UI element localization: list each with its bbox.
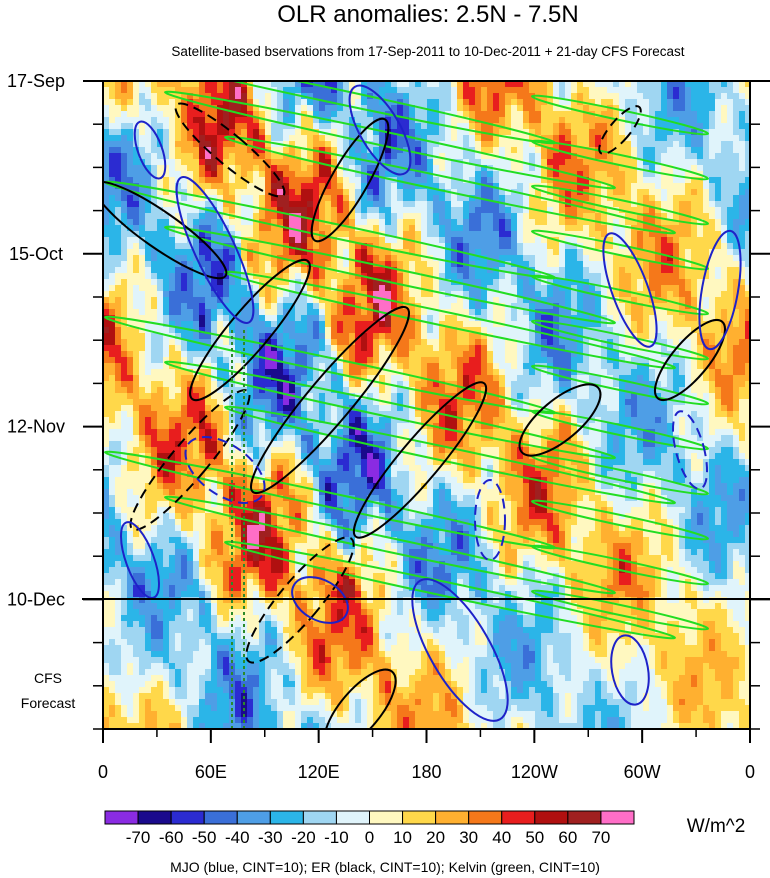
colorbar-swatch: [534, 810, 569, 825]
colorbar-swatch: [104, 810, 139, 825]
x-tick-label: 120W: [511, 762, 558, 782]
x-tick-label: 0: [98, 762, 108, 782]
colorbar-tick-label: -10: [324, 828, 349, 847]
y-tick-label: 10-Dec: [7, 589, 65, 609]
colorbar-tick-label: -40: [225, 828, 250, 847]
x-tick-label: 180: [411, 762, 441, 782]
forecast-label-line1: CFS: [34, 670, 62, 686]
colorbar-tick-label: -70: [126, 828, 151, 847]
y-tick-label: 12-Nov: [7, 417, 65, 437]
colorbar-tick-label: -60: [159, 828, 184, 847]
colorbar-swatch: [302, 810, 337, 825]
colorbar-tick-label: 10: [393, 828, 412, 847]
chart-title: OLR anomalies: 2.5N - 7.5N: [277, 1, 578, 28]
wave-contours: [103, 81, 742, 729]
colorbar-swatch: [402, 810, 437, 825]
forecast-label-line2: Forecast: [21, 695, 76, 711]
colorbar-swatch: [269, 810, 304, 825]
x-tick-label: 120E: [298, 762, 340, 782]
colorbar-tick-label: -30: [258, 828, 283, 847]
contour-legend-footer: MJO (blue, CINT=10); ER (black, CINT=10)…: [170, 859, 600, 875]
olr-anomaly-field: [103, 81, 750, 729]
colorbar-swatch: [567, 810, 602, 825]
y-tick-label: 17-Sep: [7, 71, 65, 91]
colorbar-swatch: [335, 810, 370, 825]
y-tick-label: 15-Oct: [9, 244, 63, 264]
colorbar-swatch: [501, 810, 536, 825]
chart-subtitle: Satellite-based bservations from 17-Sep-…: [171, 44, 684, 59]
colorbar-tick-label: 50: [525, 828, 544, 847]
colorbar-tick-label: 0: [365, 828, 374, 847]
colorbar-tick-label: 60: [558, 828, 577, 847]
colorbar-units: W/m^2: [687, 816, 746, 837]
colorbar-tick-label: 70: [591, 828, 610, 847]
colorbar-tick-label: 30: [459, 828, 478, 847]
colorbar-swatch: [170, 810, 205, 825]
colorbar-swatch: [137, 810, 172, 825]
colorbar-tick-label: 20: [426, 828, 445, 847]
colorbar: -70 -60 -50 -40 -30 -20 -10 0 10 20 30 40 50 60 70: [104, 810, 635, 847]
axes: 0 60E 120E 180 120W 60W 0 17-Sep 15-Oct 12-Nov 10-…: [7, 71, 770, 782]
colorbar-tick-label: -50: [192, 828, 217, 847]
colorbar-tick-label: -20: [291, 828, 316, 847]
colorbar-tick-label: 40: [492, 828, 511, 847]
colorbar-swatch: [369, 810, 404, 825]
colorbar-swatch: [203, 810, 238, 825]
x-tick-label: 60W: [624, 762, 661, 782]
colorbar-swatch: [468, 810, 503, 825]
x-tick-label: 60E: [195, 762, 227, 782]
x-tick-label: 0: [745, 762, 755, 782]
colorbar-swatch: [435, 810, 470, 825]
colorbar-swatch: [600, 810, 635, 825]
colorbar-swatch: [236, 810, 271, 825]
